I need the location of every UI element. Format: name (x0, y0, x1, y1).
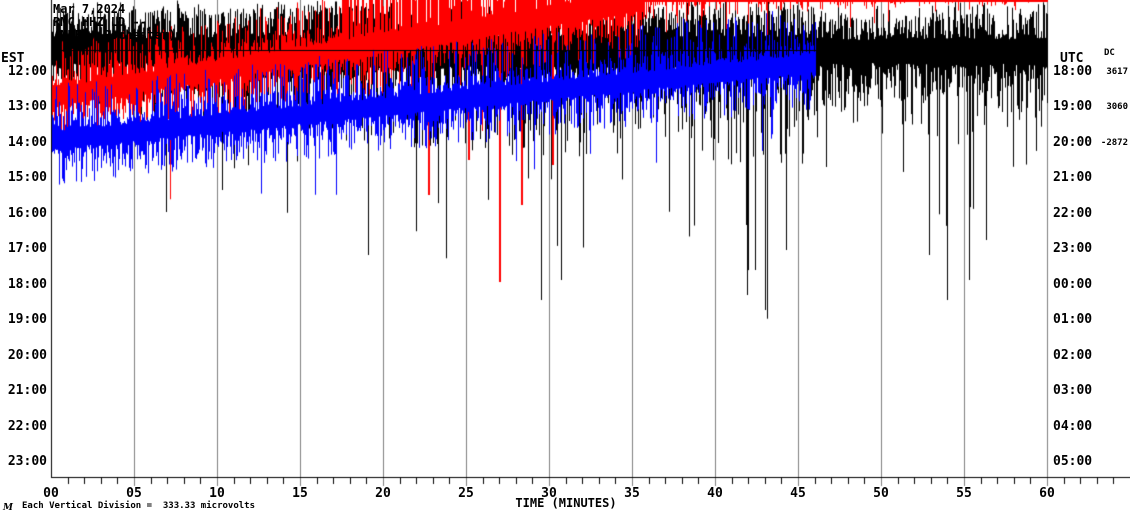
x-axis-tick-label: 45 (790, 486, 806, 501)
utc-hour-label: 19:00 (1053, 99, 1093, 115)
est-hour-label: 17:00 (7, 241, 47, 257)
utc-hour-label: 21:00 (1053, 170, 1093, 186)
scale-note: Each Vertical Division = 333.33 microvol… (22, 501, 255, 511)
utc-hour-label: 22:00 (1053, 205, 1093, 221)
network-logo: M (3, 503, 13, 513)
x-axis-tick-label: 15 (292, 486, 308, 501)
est-hour-label: 23:00 (7, 453, 47, 469)
utc-hour-label: 05:00 (1053, 453, 1093, 469)
x-axis-tick-label: 35 (624, 486, 640, 501)
dc-value: 3617 (1106, 67, 1128, 77)
station-site-description: (MDES, Rochester) (53, 28, 176, 42)
utc-hour-label: 04:00 (1053, 418, 1093, 434)
x-axis-tick-label: 40 (707, 486, 723, 501)
est-hour-label: 15:00 (7, 170, 47, 186)
dc-value: -2872 (1100, 137, 1128, 148)
x-axis-tick-label: 00 (43, 486, 59, 501)
x-axis-tick-label: 50 (873, 486, 889, 501)
est-hour-label: 13:00 (7, 99, 47, 115)
est-hour-label: 16:00 (7, 205, 47, 221)
utc-hour-label: 23:00 (1053, 241, 1093, 257)
utc-hour-label: 00:00 (1053, 276, 1093, 292)
x-axis-tick-label: 05 (126, 486, 142, 501)
x-axis-tick-label: 30 (541, 486, 557, 501)
left-timezone-header: EST (1, 51, 25, 66)
x-axis-tick-label: 10 (209, 486, 225, 501)
plot-date: Mar 7,2024 (53, 2, 126, 16)
est-hour-label: 22:00 (7, 418, 47, 434)
utc-hour-label: 01:00 (1053, 312, 1093, 328)
x-axis-tick-label: 55 (956, 486, 972, 501)
utc-hour-label: 20:00 (1053, 134, 1093, 150)
x-axis-tick-label: 20 (375, 486, 391, 501)
dc-value: 3060 (1106, 102, 1128, 113)
est-hour-label: 12:00 (7, 64, 47, 79)
est-hour-label: 19:00 (7, 312, 47, 328)
utc-hour-label: 18:00 (1053, 64, 1093, 79)
station-channel-network: RMC HHZ LD -- (53, 15, 147, 29)
utc-hour-label: 02:00 (1053, 347, 1093, 363)
x-axis-tick-label: 25 (458, 486, 474, 501)
x-axis-tick-label: 60 (1039, 486, 1055, 501)
utc-hour-label: 03:00 (1053, 383, 1093, 399)
est-hour-label: 18:00 (7, 276, 47, 292)
x-axis-title: TIME (MINUTES) (515, 496, 617, 510)
dc-column-header: DC (1104, 48, 1115, 58)
est-hour-label: 14:00 (7, 134, 47, 150)
right-timezone-header: UTC (1060, 51, 1084, 66)
est-hour-label: 20:00 (7, 347, 47, 363)
est-hour-label: 21:00 (7, 383, 47, 399)
